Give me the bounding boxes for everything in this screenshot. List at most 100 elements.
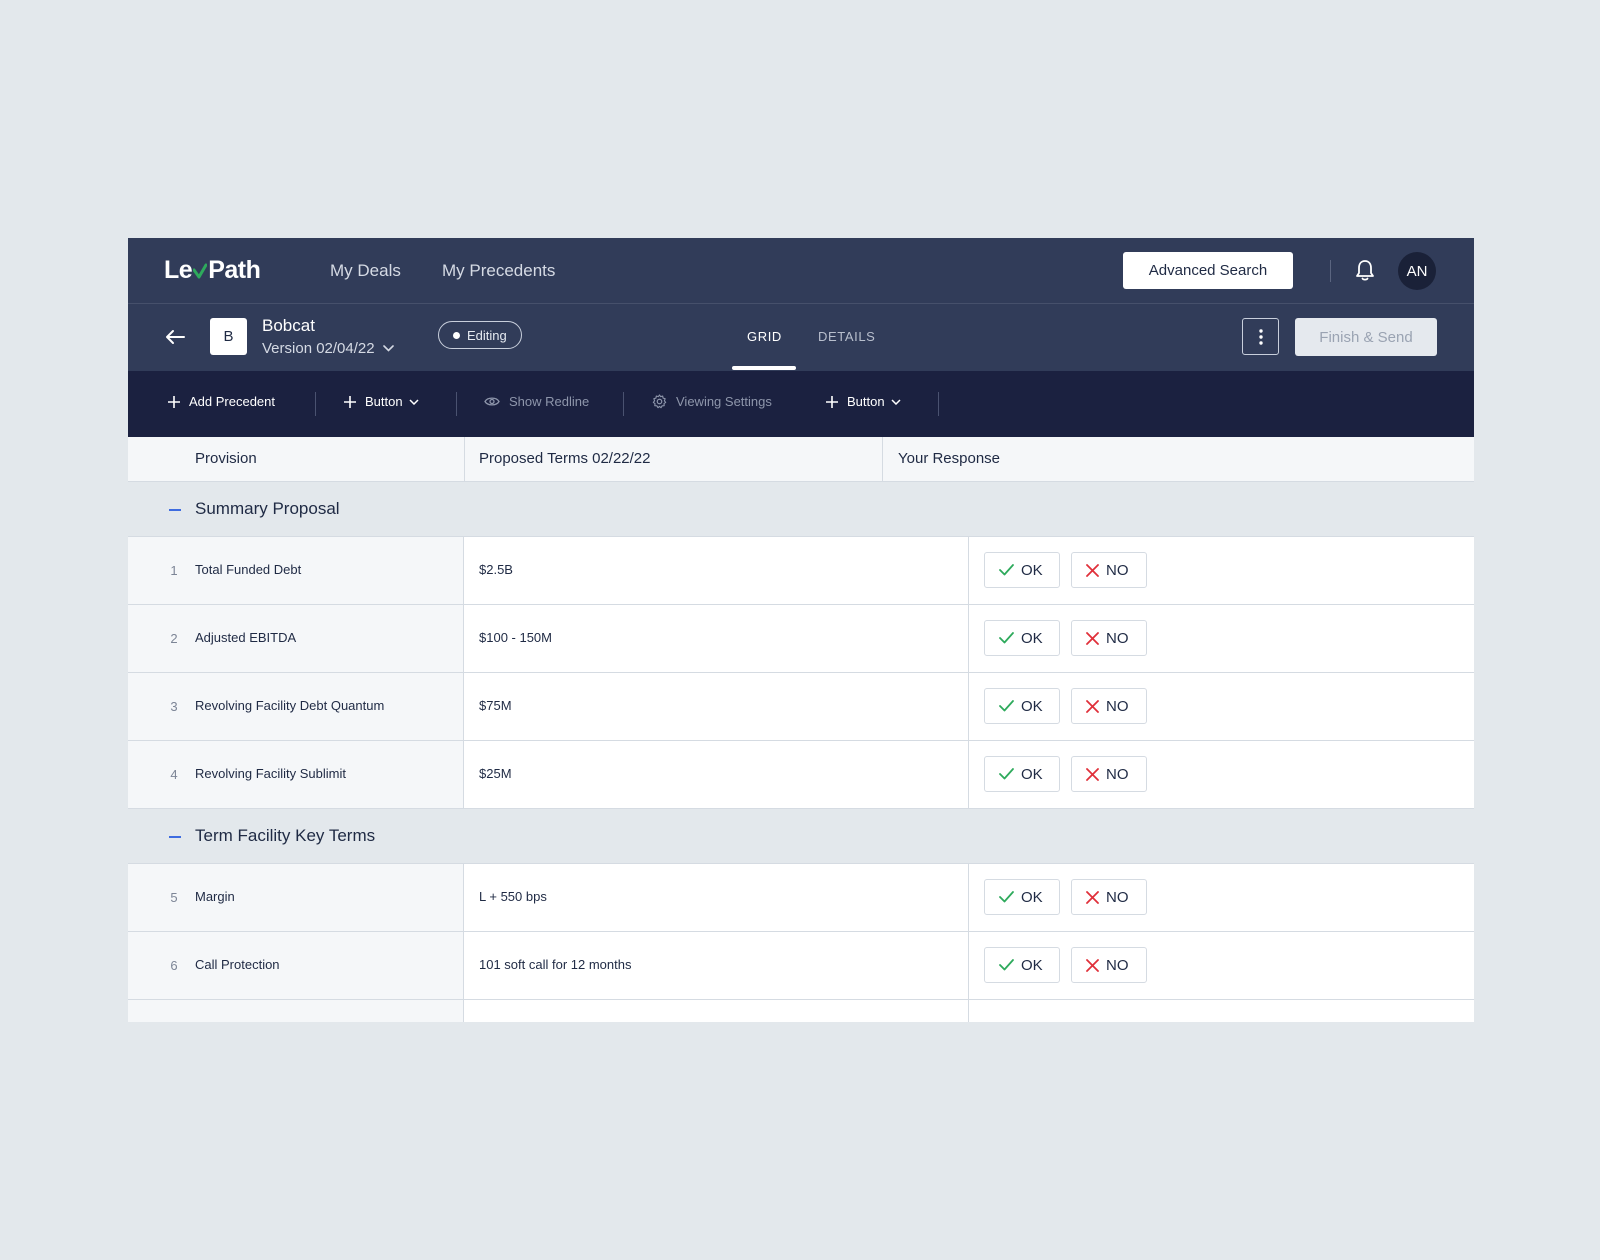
provision-name: Call Protection	[195, 957, 280, 972]
provision-cell: 2 Adjusted EBITDA	[128, 605, 464, 672]
column-header-provision[interactable]: Provision	[195, 450, 257, 467]
tab-details[interactable]: DETAILS	[818, 329, 876, 344]
no-label: NO	[1106, 629, 1129, 647]
provision-name: Adjusted EBITDA	[195, 630, 297, 645]
table-row[interactable]: 1 Total Funded Debt $2.5B OK NO	[128, 537, 1474, 605]
logo-check-icon	[193, 263, 208, 278]
provision-cell: 6 Call Protection	[128, 932, 464, 999]
status-badge: Editing	[438, 321, 522, 349]
provision-cell: 4 Revolving Facility Sublimit	[128, 741, 464, 808]
grid-toolbar: Add Precedent Button Show Redline Viewin…	[128, 371, 1474, 437]
ok-button[interactable]: OK	[984, 688, 1060, 724]
ok-label: OK	[1021, 697, 1043, 715]
no-button[interactable]: NO	[1071, 620, 1147, 656]
no-button[interactable]: NO	[1071, 879, 1147, 915]
ok-label: OK	[1021, 956, 1043, 974]
table-row[interactable]	[128, 1000, 1474, 1022]
proposed-term-cell[interactable]: L + 550 bps	[464, 864, 969, 931]
no-label: NO	[1106, 888, 1129, 906]
collapse-minus-icon[interactable]	[169, 509, 181, 511]
proposed-term: 101 soft call for 12 months	[479, 957, 632, 972]
x-icon	[1086, 563, 1099, 577]
ok-button[interactable]: OK	[984, 947, 1060, 983]
proposed-term-cell[interactable]: 101 soft call for 12 months	[464, 932, 969, 999]
button-dropdown-2[interactable]: Button	[826, 394, 901, 409]
proposed-term-cell[interactable]: $75M	[464, 673, 969, 740]
table-row[interactable]: 4 Revolving Facility Sublimit $25M OK NO	[128, 741, 1474, 809]
x-icon	[1086, 767, 1099, 781]
proposed-term: $75M	[479, 698, 512, 713]
bell-icon[interactable]	[1354, 258, 1376, 282]
x-icon	[1086, 699, 1099, 713]
toolbar-divider	[315, 392, 316, 416]
proposed-term: $100 - 150M	[479, 630, 552, 645]
proposed-term: $2.5B	[479, 562, 513, 577]
nav-my-precedents[interactable]: My Precedents	[442, 261, 556, 280]
back-arrow-icon[interactable]	[164, 326, 186, 348]
proposed-term-cell[interactable]: $25M	[464, 741, 969, 808]
add-precedent-button[interactable]: Add Precedent	[168, 394, 275, 409]
nav-my-deals[interactable]: My Deals	[330, 261, 401, 280]
proposed-term-cell[interactable]: $2.5B	[464, 537, 969, 604]
row-number: 3	[170, 699, 178, 714]
show-redline-label: Show Redline	[509, 394, 590, 409]
provision-name: Revolving Facility Sublimit	[195, 766, 346, 781]
button-2-label: Button	[847, 394, 885, 409]
logo-text-left: Le	[164, 256, 193, 284]
ok-label: OK	[1021, 561, 1043, 579]
deal-header: B Bobcat Version 02/04/22 Editing GRID D…	[128, 304, 1474, 371]
advanced-search-button[interactable]: Advanced Search	[1123, 252, 1293, 289]
x-icon	[1086, 631, 1099, 645]
provision-cell: 1 Total Funded Debt	[128, 537, 464, 604]
no-label: NO	[1106, 765, 1129, 783]
finish-send-button[interactable]: Finish & Send	[1295, 318, 1437, 356]
no-button[interactable]: NO	[1071, 552, 1147, 588]
ok-label: OK	[1021, 888, 1043, 906]
plus-icon	[168, 395, 180, 408]
column-divider	[464, 437, 465, 482]
no-button[interactable]: NO	[1071, 947, 1147, 983]
viewing-settings-button[interactable]: Viewing Settings	[652, 394, 772, 409]
levpath-logo[interactable]: Le Path	[164, 256, 261, 285]
provision-cell: 5 Margin	[128, 864, 464, 931]
table-row[interactable]: 6 Call Protection 101 soft call for 12 m…	[128, 932, 1474, 1000]
app-window: Le Path My Deals My Precedents Advanced …	[128, 238, 1474, 1022]
column-divider	[882, 437, 883, 482]
no-label: NO	[1106, 956, 1129, 974]
provision-cell: 3 Revolving Facility Debt Quantum	[128, 673, 464, 740]
table-header: Provision Proposed Terms 02/22/22 Your R…	[128, 437, 1474, 482]
table-row[interactable]: 3 Revolving Facility Debt Quantum $75M O…	[128, 673, 1474, 741]
provision-name: Revolving Facility Debt Quantum	[195, 698, 385, 713]
no-button[interactable]: NO	[1071, 756, 1147, 792]
collapse-minus-icon[interactable]	[169, 836, 181, 838]
provision-name: Total Funded Debt	[195, 562, 302, 577]
more-options-button[interactable]	[1242, 318, 1279, 355]
table-row[interactable]: 5 Margin L + 550 bps OK NO	[128, 864, 1474, 932]
nav-divider	[1330, 260, 1331, 282]
group-header[interactable]: Term Facility Key Terms	[128, 809, 1474, 864]
column-header-proposed-terms[interactable]: Proposed Terms 02/22/22	[479, 450, 651, 467]
ok-button[interactable]: OK	[984, 879, 1060, 915]
user-avatar[interactable]: AN	[1398, 252, 1436, 290]
ok-button[interactable]: OK	[984, 756, 1060, 792]
viewing-settings-label: Viewing Settings	[676, 394, 772, 409]
proposed-term-cell[interactable]: $100 - 150M	[464, 605, 969, 672]
ok-button[interactable]: OK	[984, 552, 1060, 588]
group-title: Summary Proposal	[195, 499, 340, 518]
x-icon	[1086, 890, 1099, 904]
group-header[interactable]: Summary Proposal	[128, 482, 1474, 537]
column-header-your-response[interactable]: Your Response	[898, 450, 1001, 467]
proposed-term-cell[interactable]	[464, 1000, 969, 1022]
group-title: Term Facility Key Terms	[195, 826, 376, 845]
ok-button[interactable]: OK	[984, 620, 1060, 656]
version-selector[interactable]: Version 02/04/22	[262, 340, 394, 357]
no-button[interactable]: NO	[1071, 688, 1147, 724]
button-dropdown-1[interactable]: Button	[344, 394, 419, 409]
ok-label: OK	[1021, 765, 1043, 783]
show-redline-button[interactable]: Show Redline	[484, 394, 589, 409]
toolbar-divider	[456, 392, 457, 416]
table-row[interactable]: 2 Adjusted EBITDA $100 - 150M OK NO	[128, 605, 1474, 673]
ok-label: OK	[1021, 629, 1043, 647]
chevron-down-icon	[382, 345, 394, 352]
tab-grid[interactable]: GRID	[747, 329, 782, 344]
